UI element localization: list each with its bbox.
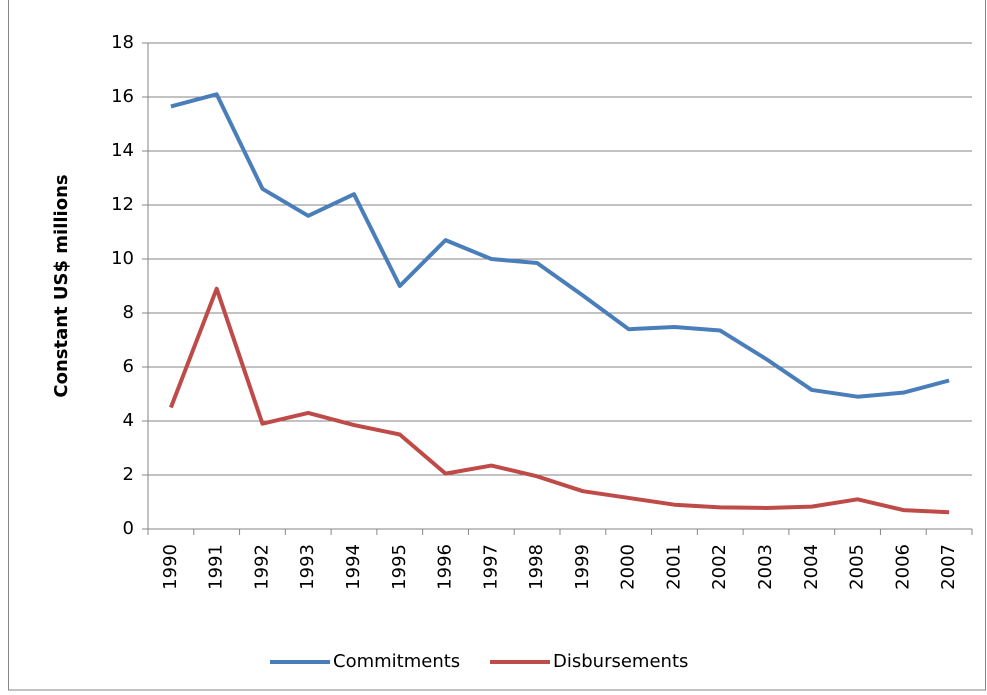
x-tick-label: 1994: [343, 544, 364, 590]
x-tick-label: 1993: [297, 544, 318, 590]
x-tick-label: 2000: [618, 544, 639, 590]
series-line: [170, 92, 950, 399]
chart-frame: [8, 0, 986, 691]
y-tick-label: 16: [111, 86, 134, 107]
x-tick-label: 2003: [755, 544, 776, 590]
x-tick-label: 2006: [892, 544, 913, 590]
x-tick-label: 1997: [480, 544, 501, 590]
x-tick-label: 2001: [663, 544, 684, 590]
legend-label: Disbursements: [553, 651, 688, 672]
y-tick-label: 2: [123, 464, 134, 485]
x-tick-label: 1991: [206, 544, 227, 590]
y-axis-label: Constant US$ millions: [51, 174, 72, 397]
x-tick-label: 2005: [847, 544, 868, 590]
y-tick-label: 10: [111, 248, 134, 269]
y-tick-label: 0: [123, 518, 134, 539]
x-tick-label: 2004: [801, 544, 822, 590]
y-tick-label: 4: [123, 410, 134, 431]
x-tick-label: 2002: [709, 544, 730, 590]
series-line: [169, 286, 950, 515]
y-tick-label: 6: [123, 356, 134, 377]
x-tick-label: 2007: [938, 544, 959, 590]
y-tick-label: 14: [111, 140, 134, 161]
y-tick-label: 12: [111, 194, 134, 215]
x-tick-label: 1992: [251, 544, 272, 590]
x-tick-label: 1998: [526, 544, 547, 590]
x-tick-label: 1999: [572, 544, 593, 590]
x-tick-label: 1996: [435, 544, 456, 590]
y-tick-label: 18: [111, 32, 134, 53]
y-tick-label: 8: [123, 302, 134, 323]
legend-label: Commitments: [333, 651, 460, 672]
x-tick-label: 1995: [389, 544, 410, 590]
x-tick-label: 1990: [160, 544, 181, 590]
